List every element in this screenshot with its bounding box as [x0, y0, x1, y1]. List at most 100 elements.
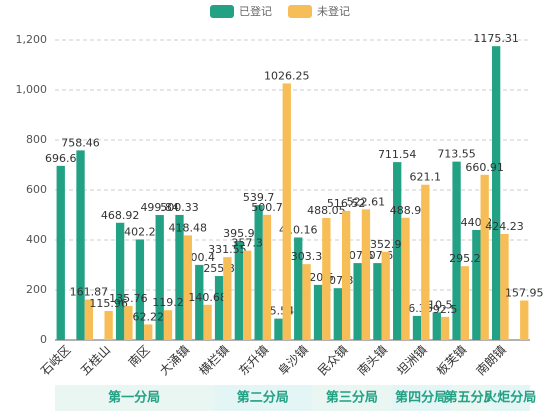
x-tick-label: 南朗镇: [473, 342, 509, 378]
value-label: 516.52: [327, 197, 366, 210]
bar: [234, 241, 244, 340]
group-label: 第五分局: [445, 390, 497, 406]
value-label: 522.61: [347, 195, 386, 208]
value-label: 711.54: [378, 148, 417, 161]
bar: [254, 205, 263, 340]
bar: [333, 288, 342, 340]
value-label: 331.55: [208, 243, 247, 256]
value-label: 713.55: [437, 148, 476, 161]
bar: [313, 284, 323, 340]
bar: [115, 222, 125, 340]
y-tick-label: 0: [40, 333, 47, 346]
bar: [76, 150, 85, 340]
bar: [302, 264, 311, 340]
x-tick-label: 南头镇: [354, 342, 390, 378]
y-tick-label: 1,000: [16, 83, 48, 96]
value-label: 295.2: [449, 252, 481, 265]
value-label: 758.46: [61, 136, 100, 149]
bar: [274, 318, 283, 340]
bar: [262, 214, 272, 340]
bar: [56, 165, 65, 340]
y-tick-label: 400: [26, 233, 47, 246]
value-label: 357.3: [231, 237, 263, 250]
group-band: [55, 385, 214, 411]
x-tick-label: 横栏镇: [196, 342, 232, 378]
value-label: 62.22: [132, 310, 164, 323]
bar: [322, 217, 331, 340]
value-label: 539.7: [243, 191, 275, 204]
value-label: 696.6: [45, 152, 77, 165]
bar: [460, 266, 470, 340]
bar: [440, 316, 450, 340]
value-label: 500.7: [251, 201, 283, 214]
bar: [155, 215, 164, 340]
bar: [432, 312, 441, 340]
value-label: 303.3: [291, 250, 323, 263]
bar: [84, 299, 93, 340]
group-label: 第三分局: [326, 390, 378, 406]
group-label: 第一分局: [108, 390, 160, 406]
bar: [223, 257, 232, 340]
value-label: 621.1: [410, 171, 442, 184]
bar: [472, 229, 481, 340]
bar: [500, 233, 509, 340]
value-label: 418.48: [169, 221, 208, 234]
bar: [353, 263, 362, 340]
legend-label: 已登记: [239, 4, 272, 18]
x-tick-label: 大涌镇: [157, 343, 192, 378]
legend-label: 未登记: [317, 4, 350, 18]
bar: [520, 300, 529, 340]
x-tick-label: 坦洲镇: [394, 343, 429, 378]
bar: [341, 210, 351, 340]
value-label: 1026.25: [264, 69, 310, 82]
y-tick-label: 1,200: [16, 33, 48, 46]
bar: [243, 250, 252, 340]
bar: [144, 324, 153, 340]
x-tick-label: 民众镇: [315, 343, 350, 378]
bar: [183, 235, 192, 340]
value-label: 157.95: [505, 287, 544, 300]
value-label: 115.96: [89, 297, 128, 310]
bar: [135, 239, 145, 340]
group-label: 火炬分局: [484, 390, 536, 406]
value-label: 395.9: [223, 227, 255, 240]
bar: [294, 237, 303, 340]
value-label: 488.05: [307, 204, 346, 217]
bar: [480, 174, 489, 340]
bar: [412, 315, 422, 340]
value-label: 488.9: [390, 204, 422, 217]
bar: [452, 161, 461, 340]
value-label: 402.2: [124, 225, 156, 238]
bar: [163, 310, 173, 340]
value-label: 424.23: [485, 220, 524, 233]
value-label: 352.9: [370, 238, 402, 251]
x-tick-label: 阜沙镇: [276, 343, 311, 378]
x-tick-label: 东升镇: [236, 343, 271, 378]
x-tick-label: 五桂山: [77, 342, 113, 378]
bar: [175, 214, 184, 340]
legend-swatch: [288, 5, 312, 18]
value-label: 92.5: [433, 303, 458, 316]
group-label: 第二分局: [237, 390, 289, 406]
bar: [393, 162, 402, 340]
value-label: 500.33: [160, 201, 199, 214]
value-label: 161.87: [70, 286, 109, 299]
legend-swatch: [210, 5, 234, 18]
value-label: 135.76: [109, 292, 148, 305]
group-band: [450, 385, 491, 411]
value-label: 660.91: [465, 161, 504, 174]
bar: [381, 251, 390, 340]
value-label: 119.2: [152, 296, 184, 309]
y-tick-label: 600: [26, 183, 47, 196]
group-band: [213, 385, 313, 411]
x-tick-label: 板芙镇: [434, 343, 469, 378]
group-band: [490, 385, 530, 411]
bar: [195, 264, 204, 340]
group-band: [391, 385, 451, 411]
bar: [104, 311, 113, 340]
bar: [214, 276, 224, 340]
x-tick-label: 石岐区: [38, 343, 73, 378]
value-label: 1175.31: [473, 32, 519, 45]
value-label: 468.92: [101, 209, 140, 222]
bar: [203, 304, 212, 340]
